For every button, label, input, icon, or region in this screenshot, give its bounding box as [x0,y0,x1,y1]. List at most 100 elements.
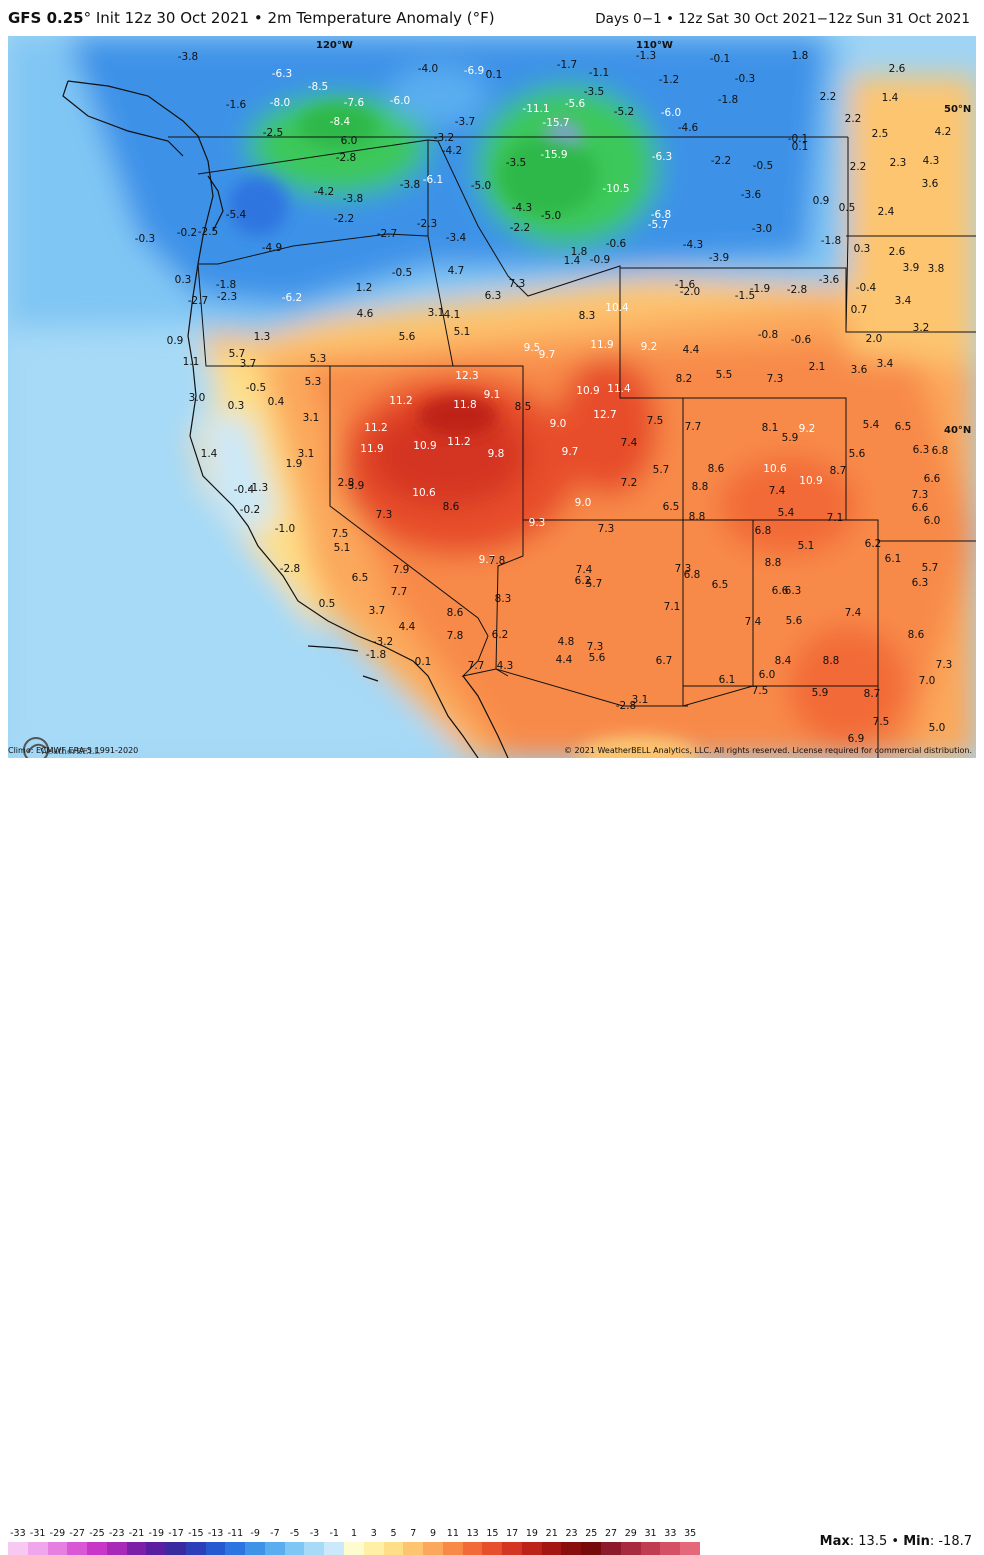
anomaly-value: -1.0 [275,523,296,535]
legend-tick-label: -9 [250,1528,260,1539]
anomaly-value: 1.2 [356,282,373,294]
legend-tick-label: -5 [289,1528,300,1539]
anomaly-value: 4.8 [558,636,575,648]
legend-swatch [304,1542,325,1555]
anomaly-value: 7.7 [685,421,702,433]
anomaly-value: -2.8 [616,700,637,712]
anomaly-value: 5.7 [586,578,603,590]
anomaly-value: 7.4 [621,437,638,449]
anomaly-value: 5.3 [305,376,322,388]
anomaly-value: 9.3 [529,517,546,529]
anomaly-value: -4.6 [678,122,699,134]
legend-tick-label: -3 [309,1528,320,1539]
logo-graphic: WeatherBELL [23,737,100,758]
anomaly-value: -2.3 [417,218,438,230]
anomaly-value: -1.3 [248,482,269,494]
legend-tick-label: 9 [430,1528,437,1539]
anomaly-value: -2.8 [336,152,357,164]
anomaly-value: -5.4 [226,209,247,221]
anomaly-value: 11.9 [590,339,613,351]
anomaly-value: 9.1 [484,389,501,401]
anomaly-value: 7.5 [873,716,890,728]
anomaly-value: 3.1 [298,448,315,460]
anomaly-value: -2.7 [377,228,398,240]
anomaly-value: -3.7 [455,116,476,128]
anomaly-value: -5.6 [565,98,586,110]
anomaly-value: 4.3 [497,660,514,672]
anomaly-value: 6.3 [912,577,929,589]
anomaly-value: 0.1 [486,69,503,81]
anomaly-value: 4.1 [444,309,461,321]
max-min-separator: • [891,1534,900,1549]
anomaly-value: 8.7 [864,688,881,700]
anomaly-value: -1.6 [675,279,696,291]
climo-note: Climo: ECMWF ERA-5 1991-2020 [8,746,139,755]
anomaly-value: 5.9 [812,687,829,699]
anomaly-value: 6.8 [932,445,949,457]
anomaly-value: -5.2 [614,106,635,118]
anomaly-value: -6.3 [272,68,293,80]
anomaly-value: 12.3 [455,370,478,382]
legend-swatch [324,1542,345,1555]
anomaly-value: -1.1 [589,67,610,79]
anomaly-value: -1.7 [557,59,578,71]
legend-swatch [264,1542,285,1555]
anomaly-value: -2.8 [787,284,808,296]
anomaly-value: 7.9 [393,564,410,576]
model-name: GFS 0.25 [8,9,84,27]
anomaly-value: 7.4 [769,485,786,497]
legend-swatch [363,1542,384,1555]
anomaly-value: 8.3 [579,310,596,322]
anomaly-value: 7.5 [647,415,664,427]
anomaly-value: 3.9 [903,262,920,274]
anomaly-value: -0.6 [606,238,627,250]
anomaly-value: -5.7 [648,219,669,231]
anomaly-value: 2.0 [866,333,883,345]
anomaly-value: 2.2 [850,161,867,173]
anomaly-value: 1.4 [201,448,218,460]
legend-tick-label: 21 [545,1528,558,1539]
anomaly-value: -3.6 [741,189,762,201]
anomaly-value: 11.8 [453,399,476,411]
anomaly-value: 2.1 [809,361,826,373]
anomaly-value: -15.9 [540,149,567,161]
anomaly-value: -1.8 [216,279,237,291]
anomaly-value: 9.5 [524,342,541,354]
legend-tick-label: -23 [108,1528,125,1539]
anomaly-value: -4.3 [512,202,533,214]
anomaly-value: 0.1 [792,141,809,153]
anomaly-value: 1.4 [564,255,581,267]
anomaly-value: 8.5 [515,401,532,413]
anomaly-value: 6.8 [755,525,772,537]
anomaly-value: -1.5 [735,290,756,302]
legend-tick-label: -11 [227,1528,244,1539]
anomaly-value: -1.3 [636,50,657,62]
anomaly-value: -3.5 [584,86,605,98]
logo-text: WeatherBELL [40,747,100,757]
anomaly-value: -4.2 [442,145,463,157]
anomaly-value: 6.3 [485,290,502,302]
anomaly-value: -0.5 [753,160,774,172]
legend-swatch [620,1542,641,1555]
anomaly-value: 6.1 [719,674,736,686]
legend-colorbar [8,1542,700,1555]
anomaly-value: 4.3 [923,155,940,167]
anomaly-value: 6.5 [663,501,680,513]
anomaly-value: -3.0 [752,223,773,235]
anomaly-value: -11.1 [522,103,549,115]
anomaly-value: -6.0 [390,95,411,107]
anomaly-value: -0.8 [758,329,779,341]
legend-swatch [680,1542,700,1555]
legend-tick-label: 35 [684,1528,697,1539]
anomaly-value: 11.2 [364,422,387,434]
anomaly-value: -2.5 [263,127,284,139]
valid-time: 12z Sat 30 Oct 2021−12z Sun 31 Oct 2021 [678,11,970,27]
anomaly-value: 10.4 [605,302,629,314]
anomaly-value: 7.4 [845,607,862,619]
anomaly-value: -0.6 [791,334,812,346]
anomaly-value: 8.6 [443,501,460,513]
anomaly-value: 5.1 [454,326,471,338]
anomaly-value: 6.3 [785,585,802,597]
anomaly-value: -3.6 [819,274,840,286]
anomaly-value: -4.0 [418,63,439,75]
